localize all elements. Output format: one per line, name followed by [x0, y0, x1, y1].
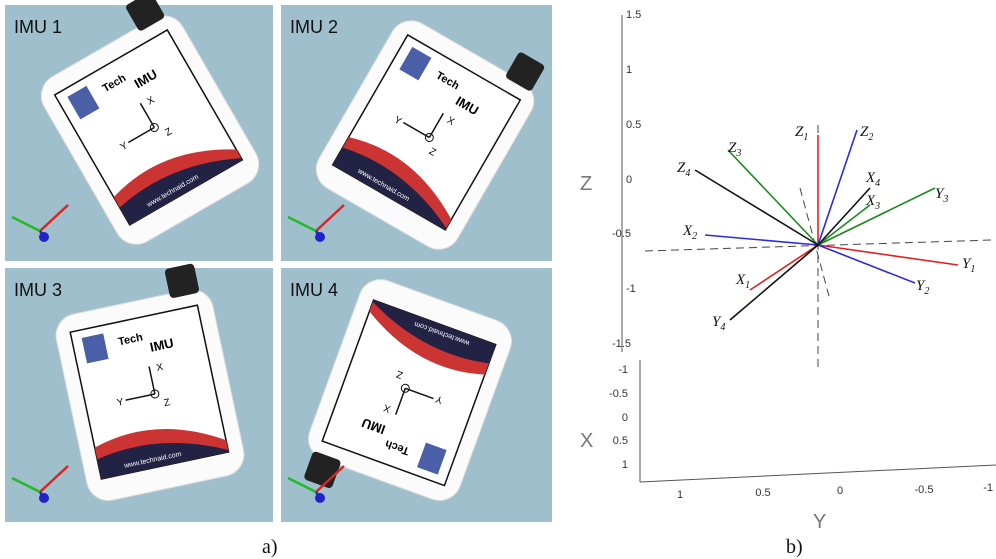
- figure: a) b) IMU 1TechIMUwww.technaid.comXYZIMU…: [0, 0, 996, 559]
- orientation-vector: [695, 170, 818, 245]
- vector-label: X3: [865, 193, 880, 212]
- vector-index: 3: [735, 148, 741, 159]
- triad-origin: [315, 232, 325, 242]
- vector-label: Z4: [677, 160, 690, 179]
- vector-index: 4: [875, 178, 880, 189]
- z-tick-label: -1: [626, 283, 636, 295]
- x-tick-label: -1: [618, 364, 628, 376]
- x-tick-label: 0.5: [613, 435, 628, 447]
- vector-label: X4: [865, 170, 880, 189]
- orientation-vector: [750, 245, 818, 290]
- vector-index: 1: [803, 132, 808, 143]
- orientation-vector: [818, 205, 870, 245]
- orientation-vector: [818, 245, 915, 283]
- plot-box: [622, 15, 996, 482]
- x-tick-label: 0: [622, 412, 628, 424]
- triad-origin: [39, 493, 49, 503]
- vector-index: 4: [720, 322, 725, 333]
- vector-label: Z1: [795, 124, 808, 143]
- vector-index: 2: [868, 132, 873, 143]
- y-axis-label: Y: [813, 511, 826, 533]
- vector-label: Y2: [916, 278, 929, 297]
- panel-title: IMU 2: [290, 17, 338, 37]
- vector-index: 1: [745, 280, 750, 291]
- orientation-vector: [818, 188, 870, 245]
- x-axis-label: X: [580, 430, 593, 452]
- connector: [164, 263, 200, 299]
- vector-label: Y3: [935, 186, 948, 205]
- panel-title: IMU 1: [14, 17, 62, 37]
- z-tick-label: 0.5: [626, 119, 641, 131]
- vector-label: X1: [735, 272, 750, 291]
- y-tick-label: 0.5: [755, 487, 770, 499]
- vector-index: 1: [970, 264, 975, 275]
- panel-title: IMU 4: [290, 280, 338, 300]
- y-tick-label: -0.5: [915, 484, 934, 496]
- triad-origin: [315, 493, 325, 503]
- z-tick-label: -1.5: [612, 338, 631, 350]
- y-tick-label: -1: [983, 482, 993, 494]
- imu-panel: IMU 3TechIMUwww.technaid.comXYZ: [5, 261, 273, 522]
- caption-a: a): [262, 536, 278, 558]
- x-tick-label: 1: [622, 459, 628, 471]
- vector-index: 3: [874, 201, 880, 212]
- orientation-vector: [705, 235, 818, 245]
- vector-label: Y1: [962, 256, 975, 275]
- vector-index: 2: [924, 286, 929, 297]
- vector-index: 3: [942, 194, 948, 205]
- z-tick-label: 1.5: [626, 9, 641, 21]
- z-tick-label: 0: [626, 174, 632, 186]
- y-tick-label: 0: [837, 485, 843, 497]
- y-tick-label: 1: [677, 489, 683, 501]
- caption-b: b): [786, 536, 803, 558]
- vector-index: 4: [685, 168, 690, 179]
- triad-origin: [39, 232, 49, 242]
- vector-label: X2: [682, 223, 697, 242]
- orientation-vector: [818, 245, 958, 265]
- z-tick-label: -0.5: [612, 228, 631, 240]
- z-tick-label: 1: [626, 64, 632, 76]
- x-tick-label: -0.5: [609, 388, 628, 400]
- z-axis-label: Z: [580, 173, 592, 195]
- vector-label: Z2: [860, 124, 873, 143]
- vector-index: 2: [692, 231, 697, 242]
- orientation-vector: [818, 188, 935, 245]
- panel-title: IMU 3: [14, 280, 62, 300]
- orientation-vector: [818, 130, 857, 245]
- vector-label: Y4: [712, 314, 725, 333]
